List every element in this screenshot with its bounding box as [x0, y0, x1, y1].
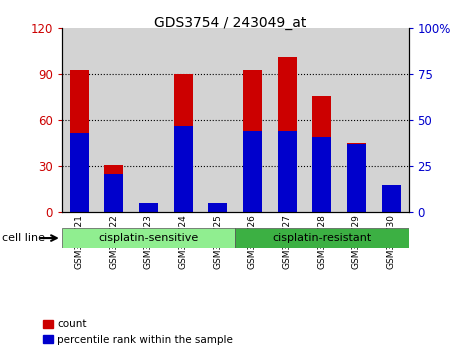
- Bar: [277, 131, 297, 212]
- Bar: [139, 203, 158, 212]
- Bar: [166, 28, 200, 212]
- Bar: [381, 185, 401, 212]
- Bar: [243, 131, 262, 212]
- Bar: [347, 144, 366, 212]
- Bar: [104, 174, 124, 212]
- Bar: [339, 28, 374, 212]
- Bar: [200, 28, 235, 212]
- Bar: [208, 203, 228, 212]
- Text: cisplatin-resistant: cisplatin-resistant: [272, 233, 371, 243]
- Bar: [374, 28, 408, 212]
- Bar: [173, 74, 193, 212]
- Bar: [62, 28, 96, 212]
- Bar: [208, 203, 228, 212]
- Bar: [69, 133, 89, 212]
- Bar: [270, 28, 304, 212]
- Bar: [243, 70, 262, 212]
- Text: GDS3754 / 243049_at: GDS3754 / 243049_at: [154, 16, 306, 30]
- Bar: [69, 70, 89, 212]
- Bar: [173, 126, 193, 212]
- Bar: [304, 28, 339, 212]
- Bar: [235, 28, 270, 212]
- Bar: [381, 193, 401, 212]
- Bar: [312, 96, 332, 212]
- Bar: [131, 28, 166, 212]
- Text: cisplatin-sensitive: cisplatin-sensitive: [98, 233, 199, 243]
- Bar: [347, 143, 366, 212]
- Bar: [104, 165, 124, 212]
- Bar: [139, 205, 158, 212]
- Legend: count, percentile rank within the sample: count, percentile rank within the sample: [38, 315, 237, 349]
- Bar: [62, 228, 235, 248]
- Text: cell line: cell line: [2, 233, 46, 243]
- Bar: [277, 57, 297, 212]
- Bar: [96, 28, 131, 212]
- Bar: [235, 228, 408, 248]
- Bar: [312, 137, 332, 212]
